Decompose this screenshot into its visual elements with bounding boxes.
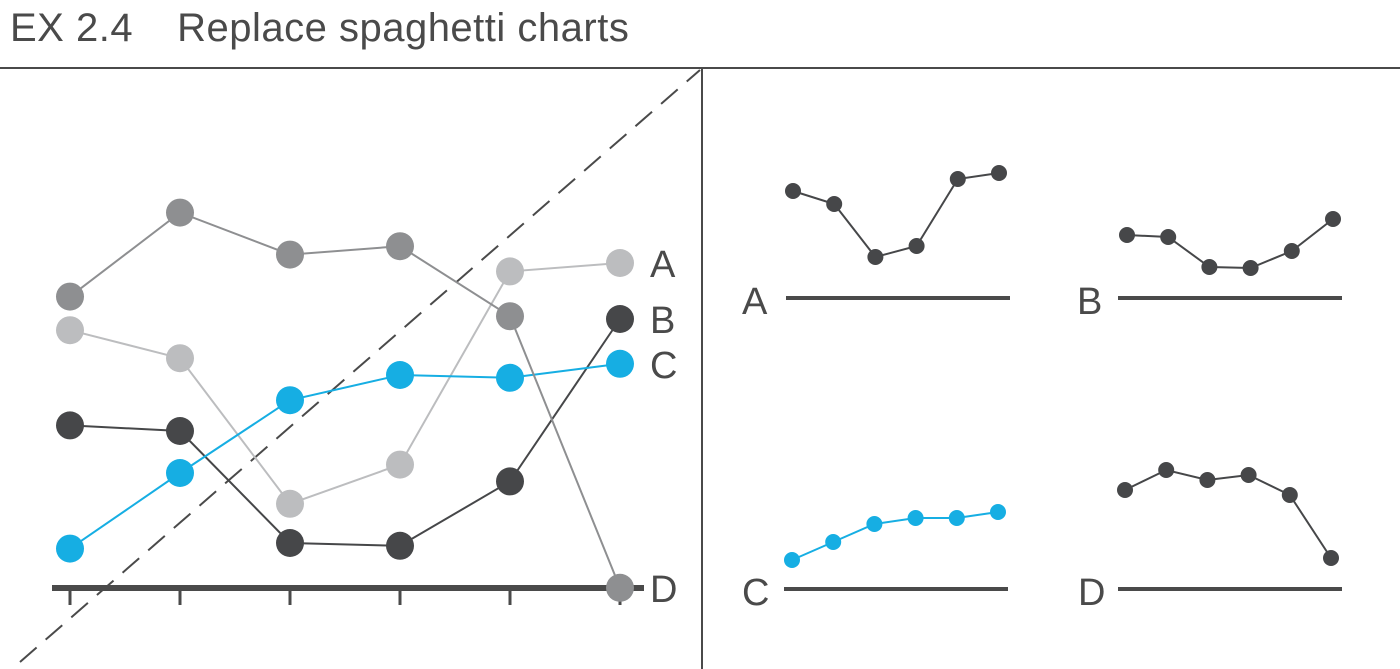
small-b-point (1160, 229, 1177, 245)
series-c-point (56, 534, 84, 563)
small-c-point (825, 534, 842, 550)
series-b-point (606, 305, 634, 333)
small-b-label: B (1077, 281, 1102, 323)
small-a-point (908, 238, 925, 254)
series-c-point (496, 363, 524, 392)
series-c-point (606, 349, 634, 378)
small-a-point (785, 183, 801, 199)
series-b-point (56, 411, 84, 440)
small-c-point (907, 510, 924, 526)
figure-code: EX 2.4 (10, 6, 134, 50)
spaghetti-plot: ABC D (52, 198, 677, 611)
small-c-point (866, 516, 883, 532)
series-a-point (496, 257, 524, 286)
series-d-point (496, 302, 524, 331)
series-c-line (69, 362, 621, 550)
small-a-point (949, 171, 966, 187)
small-b-point (1201, 259, 1218, 275)
small-d-point (1117, 482, 1133, 498)
small-b-point (1283, 243, 1300, 259)
small-c-point (948, 510, 965, 526)
series-a-point (56, 316, 84, 345)
series-c-point (276, 386, 304, 415)
small-d-label: D (1078, 572, 1105, 614)
small-c-point (784, 552, 800, 568)
series-d-point (386, 232, 414, 261)
small-a-point (991, 165, 1007, 181)
small-d-point (1199, 472, 1216, 488)
small-d-line (1124, 468, 1332, 559)
small-b-point (1119, 227, 1135, 243)
series-b-line (69, 318, 621, 547)
series-b-point (386, 531, 414, 560)
series-c-label: C (650, 345, 677, 387)
series-a-point (166, 344, 194, 373)
small-d-point (1323, 550, 1339, 566)
diagonal-dashed-line (19, 69, 701, 663)
figure-heading: Replace spaghetti charts (177, 6, 630, 50)
series-d-point (56, 282, 84, 311)
small-c-label: C (742, 572, 769, 614)
small-a-point (867, 249, 884, 265)
series-b-point (166, 417, 194, 445)
small-a-label: A (742, 281, 768, 323)
series-b-label: B (650, 300, 675, 342)
series-b-point (276, 529, 304, 557)
series-d-point (606, 573, 634, 602)
figure-title: EX 2.4 Replace spaghetti charts (10, 6, 629, 51)
series-d-point (276, 240, 304, 269)
small-b-point (1325, 211, 1341, 227)
small-c-line (791, 511, 999, 561)
small-multiples: A B C D (742, 165, 1342, 614)
small-b-point (1242, 260, 1259, 276)
small-a-point (826, 196, 843, 212)
series-d-label: D (650, 569, 677, 611)
series-a-point (606, 249, 634, 277)
series-a-label: A (650, 244, 676, 286)
small-a-line (792, 172, 1000, 259)
small-d-point (1240, 467, 1257, 483)
series-a-point (386, 450, 414, 479)
series-a-point (276, 489, 304, 518)
small-c-point (990, 504, 1006, 520)
small-b-line (1126, 218, 1334, 270)
series-d-point (166, 198, 194, 227)
small-d-point (1281, 487, 1298, 503)
series-c-point (386, 361, 414, 389)
series-c-point (166, 459, 194, 487)
series-b-point (496, 467, 524, 496)
small-d-point (1158, 462, 1175, 478)
series-a-line (69, 262, 621, 505)
series-d-line (69, 211, 621, 589)
